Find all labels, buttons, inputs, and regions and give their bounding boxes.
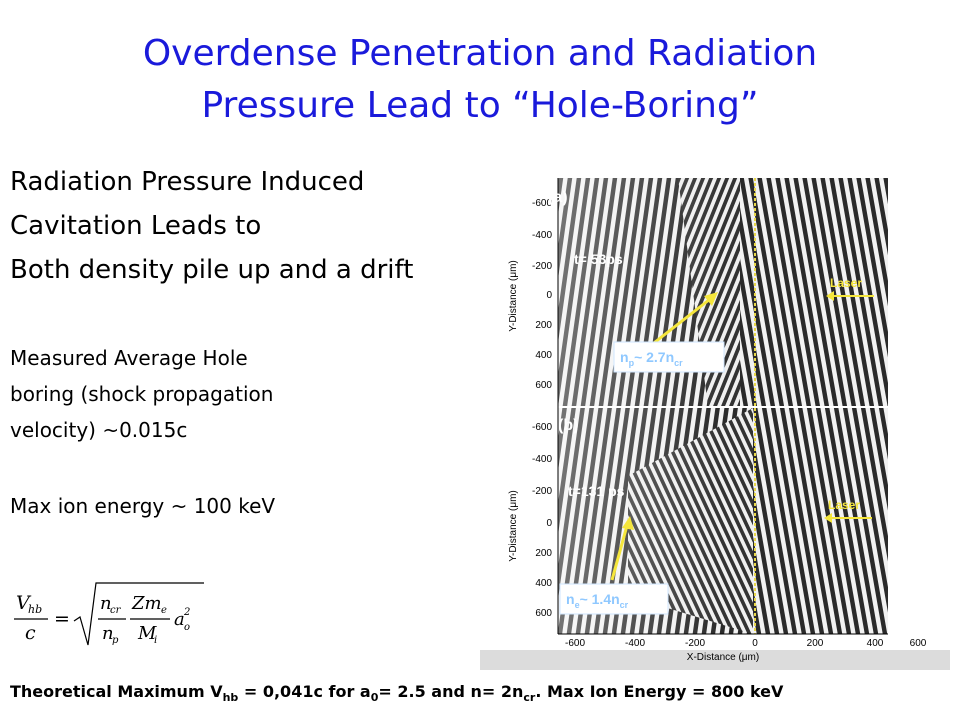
formula-ncr: n — [100, 593, 112, 614]
panel-b-laser-label: Laser — [824, 498, 872, 523]
y-tick-b: -600 — [532, 422, 552, 433]
y-tick-b: -400 — [532, 454, 552, 465]
footer-note: Theoretical Maximum Vhb = 0,041c for a0=… — [10, 682, 783, 704]
panel-b-density-arrowhead — [622, 516, 634, 530]
y-tick-b: 400 — [535, 578, 552, 589]
formula-mi: M — [137, 623, 157, 644]
panel-a-label: (a) — [548, 189, 568, 206]
max-ion-text: Max ion energy ~ 100 keV — [10, 494, 276, 518]
measured-line-3: velocity) ~0.015c — [10, 418, 188, 442]
footer-part-3: = 2.5 and n= 2n — [378, 682, 524, 701]
y-tick-a: 400 — [535, 350, 552, 361]
formula-sqrt — [73, 582, 204, 646]
y-tick-a: 200 — [535, 320, 552, 331]
formula-zm-sub: e — [161, 605, 167, 616]
lead-line-1: Radiation Pressure Induced — [10, 167, 365, 197]
formula-a-sup: 2 — [183, 607, 190, 618]
x-axis-label: X-Distance (μm) — [687, 652, 759, 663]
title-line-1: Overdense Penetration and Radiation — [142, 33, 818, 74]
formula-ncr-sub: cr — [110, 605, 122, 616]
footer-sub-cr: cr — [523, 691, 536, 705]
formula-zm: Zm — [131, 593, 162, 614]
panel-a-density: np~ 2.7ncr — [613, 292, 725, 373]
y-tick-a: 600 — [535, 380, 552, 391]
y-tick-a: -200 — [532, 261, 552, 272]
footer-part-4: . Max Ion Energy = 800 keV — [535, 682, 784, 701]
formula-equals: = — [54, 608, 70, 630]
panel-b-density-box — [559, 583, 669, 615]
panel-b-laser-text: Laser — [828, 498, 860, 512]
formula-a-sub: o — [184, 622, 190, 633]
y-tick-b: 600 — [535, 608, 552, 619]
panel-b-density: ne~ 1.4ncr — [559, 516, 669, 615]
formula-c: c — [25, 622, 36, 644]
panel-b-density-text: ne~ 1.4ncr — [566, 591, 629, 610]
lead-text: Radiation Pressure Induced Cavitation Le… — [10, 160, 413, 292]
panel-a-laser-label: Laser — [826, 276, 874, 301]
lead-line-3: Both density pile up and a drift — [10, 255, 414, 285]
x-tick: 600 — [910, 638, 927, 649]
footer-sub-0: 0 — [370, 691, 379, 705]
formula-a: a — [174, 609, 185, 630]
formula-vhb-sub: hb — [28, 603, 42, 616]
x-tick: 200 — [807, 638, 824, 649]
footer-part-2: = 0,041c for a — [238, 682, 371, 701]
panel-a-laser-text: Laser — [830, 276, 862, 290]
x-tick: -600 — [565, 638, 585, 649]
panel-a-density-arrow — [649, 294, 715, 348]
measured-text: Measured Average Hole boring (shock prop… — [10, 340, 273, 448]
y-axis-label-b: Y-Distance (μm) — [508, 490, 519, 562]
y-tick-b: 200 — [535, 548, 552, 559]
panel-b — [558, 408, 888, 634]
y-tick-b: 0 — [546, 518, 552, 529]
footer-part-1: Theoretical Maximum V — [10, 682, 223, 701]
slide-title: Overdense Penetration and Radiation Pres… — [0, 28, 960, 132]
x-tick: -200 — [685, 638, 705, 649]
panel-a-density-arrowhead — [704, 292, 718, 306]
x-ticks: -600 -400 -200 0 200 400 600 — [565, 638, 927, 649]
y-ticks-a: -600 -400 -200 0 200 400 600 — [532, 198, 552, 391]
panel-a-density-box — [613, 341, 725, 373]
x-tick: 0 — [752, 638, 758, 649]
y-axis-label-a: Y-Distance (μm) — [508, 260, 519, 332]
panel-b-time: t=131 ps — [568, 483, 625, 499]
x-tick: 400 — [867, 638, 884, 649]
y-ticks-b: -600 -400 -200 0 200 400 600 — [532, 422, 552, 619]
y-tick-a: 0 — [546, 290, 552, 301]
measured-line-1: Measured Average Hole — [10, 346, 248, 370]
y-tick-b: -200 — [532, 486, 552, 497]
formula-vhb: V — [16, 592, 32, 614]
footer-sub-hb: hb — [222, 691, 239, 705]
hole-boring-formula: V hb c = n cr n p Zm e M i a o 2 — [8, 575, 208, 655]
y-tick-a: -400 — [532, 230, 552, 241]
panel-b-density-arrow — [610, 521, 630, 581]
title-line-2: Pressure Lead to “Hole-Boring” — [201, 85, 759, 126]
panel-a-density-text: np~ 2.7ncr — [620, 349, 683, 368]
formula-mi-sub: i — [154, 635, 157, 646]
figure-bottom-strip — [480, 650, 950, 670]
formula-np: n — [102, 623, 114, 644]
measured-line-2: boring (shock propagation — [10, 382, 274, 406]
panel-b-label: (b) — [558, 417, 578, 434]
formula-np-sub: p — [112, 635, 119, 646]
interferogram-figure: Y-Distance (μm) Y-Distance (μm) -600 -40… — [478, 176, 952, 670]
y-tick-a: -600 — [532, 198, 552, 209]
panel-b-laser-arrowhead — [824, 513, 832, 523]
lead-line-2: Cavitation Leads to — [10, 211, 262, 241]
x-tick: -400 — [625, 638, 645, 649]
panel-a-laser-arrowhead — [826, 291, 834, 301]
panel-a-time: t= 53ps — [574, 251, 623, 267]
